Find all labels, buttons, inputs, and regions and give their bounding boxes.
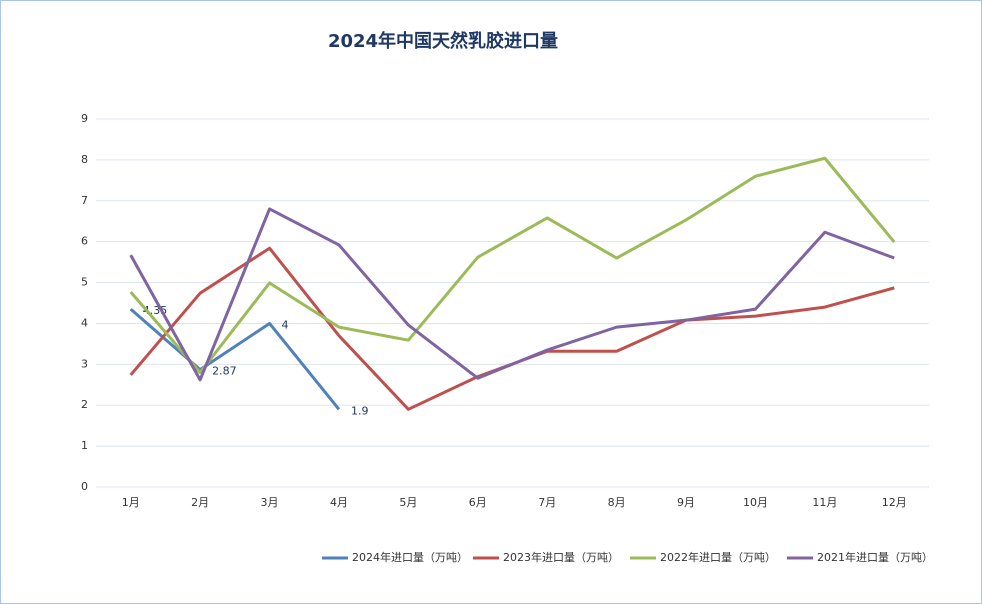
legend-label: 2023年进口量（万吨）: [503, 550, 619, 564]
x-tick-label: 1月: [122, 496, 140, 509]
y-tick-label: 0: [81, 480, 88, 493]
x-tick-label: 2月: [191, 496, 209, 509]
y-tick-label: 5: [81, 276, 88, 289]
data-label: 1.9: [351, 404, 369, 417]
x-tick-label: 9月: [677, 496, 695, 509]
x-tick-label: 8月: [608, 496, 626, 509]
data-label: 4: [282, 318, 289, 331]
series-line: [129, 207, 895, 382]
y-tick-label: 4: [81, 316, 88, 329]
y-tick-label: 1: [81, 439, 88, 452]
x-tick-label: 4月: [330, 496, 348, 509]
x-tick-label: 11月: [812, 496, 837, 509]
x-tick-label: 3月: [261, 496, 279, 509]
x-tick-label: 12月: [882, 496, 907, 509]
chart-title: 2024年中国天然乳胶进口量: [328, 30, 558, 52]
y-tick-label: 9: [81, 112, 88, 125]
y-tick-label: 3: [81, 357, 88, 370]
y-tick-label: 2: [81, 398, 88, 411]
x-tick-label: 6月: [469, 496, 487, 509]
series-line: [129, 308, 341, 411]
y-tick-label: 6: [81, 235, 88, 248]
data-label: 2.87: [212, 365, 237, 378]
y-tick-label: 7: [81, 194, 88, 207]
legend-label: 2024年进口量（万吨）: [352, 550, 468, 564]
x-tick-label: 7月: [538, 496, 556, 509]
x-tick-label: 5月: [399, 496, 417, 509]
legend-label: 2022年进口量（万吨）: [660, 550, 776, 564]
x-tick-label: 10月: [743, 496, 768, 509]
legend-label: 2021年进口量（万吨）: [817, 550, 933, 564]
series-line: [129, 156, 896, 375]
y-tick-label: 8: [81, 153, 88, 166]
